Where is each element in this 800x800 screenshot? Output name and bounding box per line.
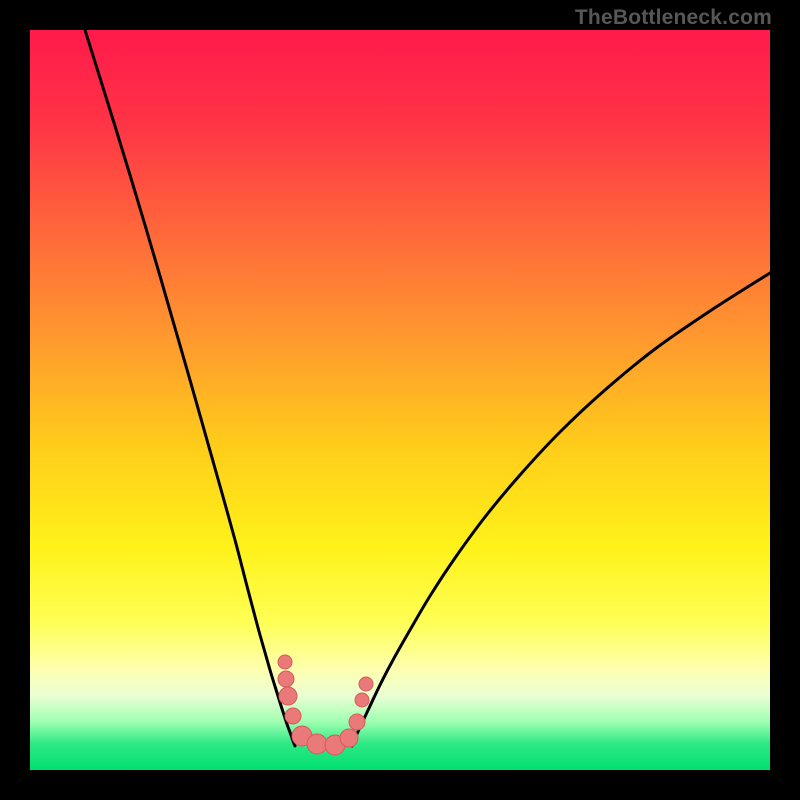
- gradient-background: [30, 30, 770, 770]
- marker-dot: [355, 693, 369, 707]
- marker-dot: [359, 677, 373, 691]
- marker-dot: [349, 714, 365, 730]
- plot-area: [30, 30, 770, 770]
- marker-dot: [307, 734, 327, 754]
- chart-frame: TheBottleneck.com: [0, 0, 800, 800]
- marker-dot: [279, 687, 297, 705]
- marker-dot: [285, 708, 301, 724]
- watermark-text: TheBottleneck.com: [575, 6, 772, 30]
- marker-dot: [278, 655, 292, 669]
- marker-dot: [278, 671, 294, 687]
- plot-svg: [30, 30, 770, 770]
- marker-dot: [340, 729, 358, 747]
